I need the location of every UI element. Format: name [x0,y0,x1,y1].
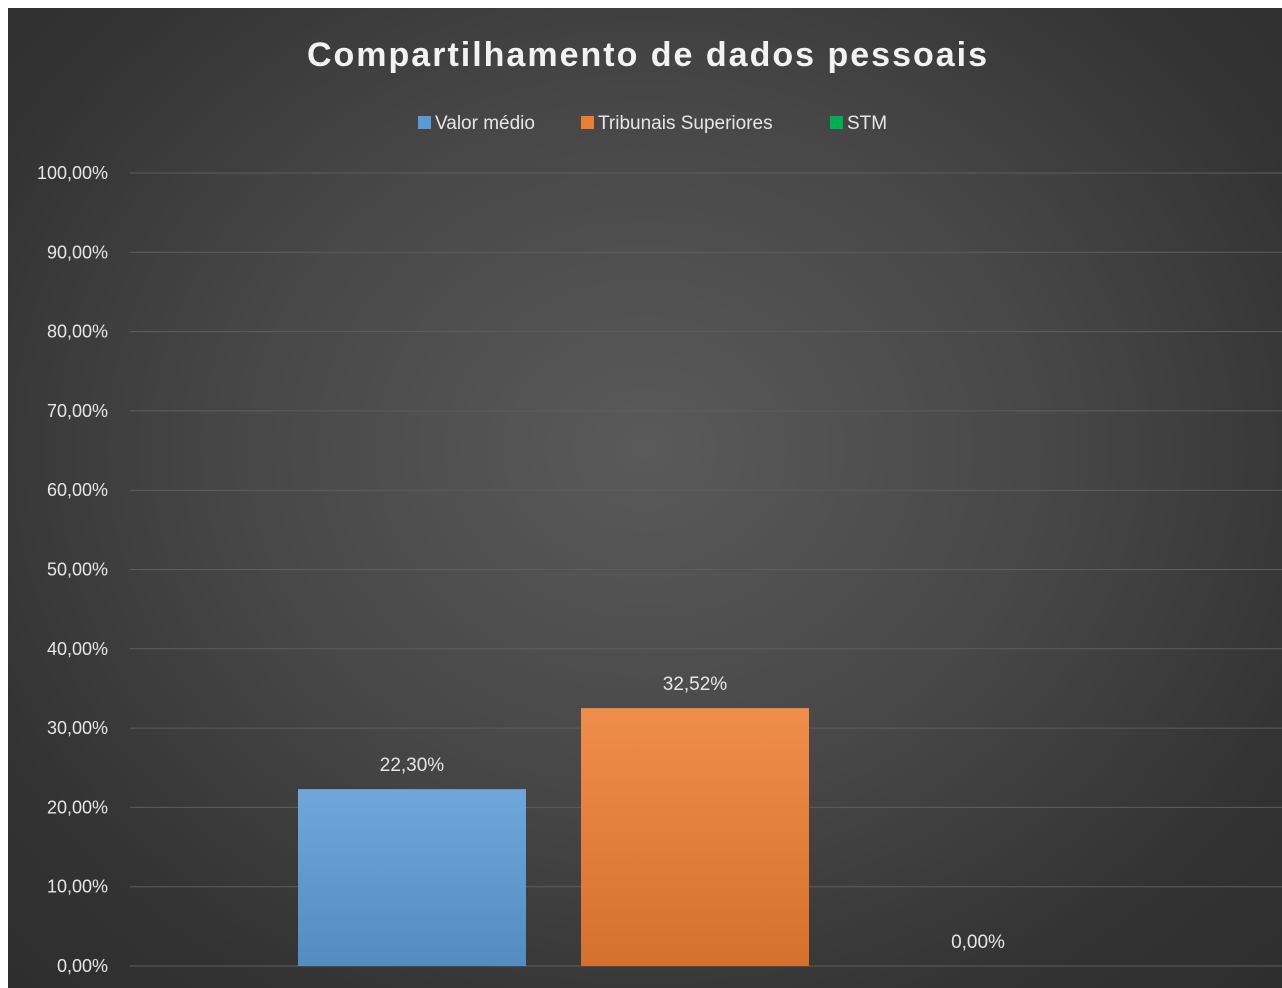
y-tick-label: 60,00% [47,480,108,500]
bar [581,708,809,966]
data-label: 32,52% [663,674,728,695]
y-tick-label: 30,00% [47,718,108,738]
data-label: 0,00% [951,932,1005,953]
chart-title: Compartilhamento de dados pessoais [307,36,989,74]
y-tick-label: 20,00% [47,797,108,817]
y-tick-label: 40,00% [47,639,108,659]
y-tick-label: 70,00% [47,401,108,421]
legend-label: Tribunais Superiores [598,113,773,134]
y-axis-ticks: 0,00% 10,00% 20,00% 30,00% 40,00% 50,00% 60,00… [37,163,108,976]
legend-label: Valor médio [435,113,535,134]
data-label: 22,30% [380,755,445,776]
y-tick-label: 100,00% [37,163,108,183]
chart-area: Compartilhamento de dados pessoais 0,00%… [8,8,1282,988]
y-tick-label: 90,00% [47,242,108,262]
legend-label: STM [847,113,887,134]
y-tick-label: 50,00% [47,560,108,580]
y-tick-label: 10,00% [47,877,108,897]
chart-svg: Compartilhamento de dados pessoais 0,00%… [37,36,1282,976]
legend: Valor médio Tribunais Superiores STM [418,113,887,134]
legend-swatch [418,116,431,129]
y-tick-label: 80,00% [47,322,108,342]
bars [298,708,809,966]
legend-swatch [830,116,843,129]
legend-swatch [581,116,594,129]
bar [298,789,526,966]
y-tick-label: 0,00% [57,956,108,976]
data-labels: 22,30% 32,52% 0,00% [380,674,1005,953]
